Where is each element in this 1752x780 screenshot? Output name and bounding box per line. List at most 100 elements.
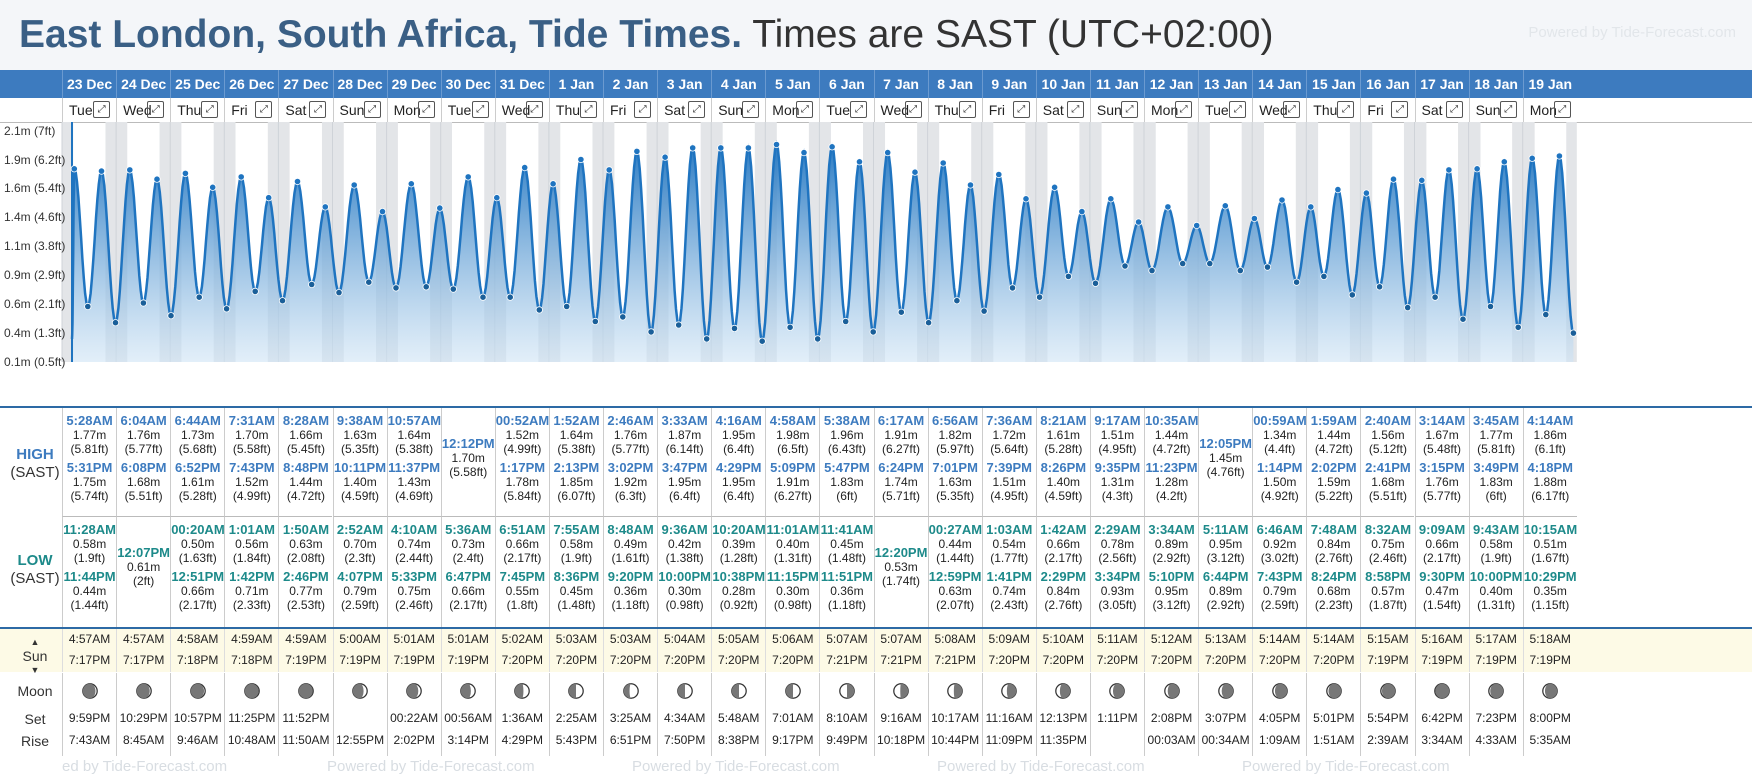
expand-day-icon[interactable]: ⤢	[634, 101, 652, 118]
tide-point	[378, 208, 387, 216]
high-tide-height-m: 1.64m	[397, 428, 431, 442]
expand-day-icon[interactable]: ⤢	[201, 101, 219, 118]
expand-day-icon[interactable]: ⤢	[147, 101, 165, 118]
high-tide-height-m: 1.87m	[667, 428, 702, 442]
low-tide-entry: 12:20PM 0.53m (1.74ft)	[875, 546, 928, 589]
high-tide-entry: 4:18PM 1.88m (6.17ft)	[1524, 461, 1577, 504]
tide-point	[1206, 260, 1214, 268]
expand-day-icon[interactable]: ⤢	[1391, 101, 1409, 118]
expand-day-icon[interactable]: ⤢	[796, 101, 814, 118]
weekday-cell: Fri ⤢	[981, 98, 1036, 122]
low-tide-height-m: 0.50m	[181, 537, 215, 551]
weekday-cell: Sat ⤢	[1035, 98, 1090, 122]
low-tide-height-ft: (1.8ft)	[506, 598, 539, 612]
low-tide-height-m: 0.47m	[1425, 584, 1459, 598]
tide-point	[828, 143, 836, 151]
low-tide-height-m: 0.53m	[884, 560, 918, 574]
low-tide-height-ft: (2.46ft)	[1368, 551, 1407, 565]
moon-cell: 12:13PM 11:35PM	[1035, 673, 1090, 756]
expand-day-icon[interactable]: ⤢	[309, 101, 327, 118]
expand-day-icon[interactable]: ⤢	[904, 101, 922, 118]
low-tide-height-m: 0.75m	[397, 584, 431, 598]
date-cell: 24 Dec	[116, 70, 170, 98]
moonset-time: 10:17AM	[931, 711, 980, 725]
expand-day-icon[interactable]: ⤢	[850, 101, 868, 118]
high-tide-height-m: 1.44m	[1317, 428, 1351, 442]
low-tide-height-ft: (1.44ft)	[936, 551, 975, 565]
high-tide-time: 6:56AM	[932, 413, 979, 428]
tide-point	[1078, 208, 1086, 216]
tide-point	[1022, 195, 1030, 203]
low-tide-height-m: 0.78m	[1100, 537, 1135, 551]
low-tide-entry: 7:45PM 0.55m (1.8ft)	[496, 570, 549, 613]
expand-day-icon[interactable]: ⤢	[579, 101, 597, 118]
expand-day-icon[interactable]: ⤢	[688, 101, 706, 118]
low-tide-entry: 1:50AM 0.63m (2.08ft)	[279, 523, 332, 566]
expand-day-icon[interactable]: ⤢	[1120, 101, 1138, 118]
low-tide-height-m: 0.45m	[559, 584, 594, 598]
sunrise-time: 5:07AM	[880, 632, 922, 646]
expand-day-icon[interactable]: ⤢	[93, 101, 111, 118]
low-tide-height-m: 0.57m	[1371, 584, 1405, 598]
expand-day-icon[interactable]: ⤢	[1553, 101, 1571, 118]
high-tide-height-m: 1.72m	[992, 428, 1026, 442]
expand-day-icon[interactable]: ⤢	[525, 101, 543, 118]
tide-point	[1486, 302, 1495, 311]
night-band	[646, 122, 658, 362]
expand-day-icon[interactable]: ⤢	[1445, 101, 1463, 118]
expand-day-icon[interactable]: ⤢	[1499, 101, 1517, 118]
powered-by-link[interactable]: Powered by Tide-Forecast.com	[327, 758, 535, 775]
moon-phase-icon	[893, 683, 909, 699]
sunrise-time: 5:06AM	[772, 632, 814, 646]
expand-day-icon[interactable]: ⤢	[1175, 101, 1193, 118]
low-tide-time: 6:44PM	[1202, 569, 1249, 584]
low-tide-cell: 5:36AM 0.73m (2.4ft) 6:47PM 0.66m (2.17ft)	[440, 516, 495, 627]
powered-by-top[interactable]: Powered by Tide-Forecast.com	[1528, 24, 1736, 41]
low-tide-cell: 2:29AM 0.78m (2.56ft) 3:34PM 0.93m (3.05ft)	[1089, 516, 1144, 627]
expand-day-icon[interactable]: ⤢	[1012, 101, 1030, 118]
low-tide-entry: 1:01AM 0.56m (1.84ft)	[225, 523, 278, 566]
expand-day-icon[interactable]: ⤢	[958, 101, 976, 118]
expand-day-icon[interactable]: ⤢	[1337, 101, 1355, 118]
expand-day-icon[interactable]: ⤢	[1283, 101, 1301, 118]
moonset-time: 5:54PM	[1367, 711, 1409, 725]
expand-day-icon[interactable]: ⤢	[1066, 101, 1084, 118]
powered-by-link[interactable]: Powered by Tide-Forecast.com	[937, 758, 1145, 775]
expand-day-icon[interactable]: ⤢	[742, 101, 760, 118]
powered-by-link[interactable]: ed by Tide-Forecast.com	[62, 758, 228, 775]
high-tide-entry: 6:04AM 1.76m (5.77ft)	[117, 414, 170, 457]
moon-phase-icon	[1380, 683, 1396, 699]
tide-point	[953, 297, 961, 305]
high-tide-height-ft: (6.07ft)	[557, 489, 596, 503]
low-tide-entry: 00:27AM 0.44m (1.44ft)	[929, 523, 982, 566]
sunset-time: 7:20PM	[1042, 653, 1085, 667]
low-tide-height-ft: (2.23ft)	[1314, 598, 1353, 612]
high-tide-height-ft: (5.71ft)	[882, 489, 921, 503]
low-tide-height-m: 0.55m	[505, 584, 540, 598]
tide-point	[703, 335, 711, 343]
weekday-cell: Mon ⤢	[1522, 98, 1577, 122]
moon-phase-icon	[135, 683, 152, 699]
high-tide-time: 7:36AM	[986, 413, 1033, 428]
high-tide-height-m: 1.88m	[1533, 475, 1567, 489]
powered-by-link[interactable]: Powered by Tide-Forecast.com	[632, 758, 840, 775]
tide-chart-svg	[61, 122, 1578, 362]
high-tide-time: 2:46AM	[607, 413, 654, 428]
high-tide-entry: 4:58AM 1.98m (6.5ft)	[766, 414, 819, 457]
low-tide-height-m: 0.66m	[181, 584, 215, 598]
expand-day-icon[interactable]: ⤢	[363, 101, 381, 118]
high-tide-cell: 4:14AM 1.86m (6.1ft) 4:18PM 1.88m (6.17ft)	[1522, 408, 1577, 516]
powered-by-link[interactable]: Powered by Tide-Forecast.com	[1242, 758, 1450, 775]
sunset-time: 7:20PM	[501, 653, 544, 667]
date-cell: 18 Jan	[1468, 70, 1523, 98]
expand-day-icon[interactable]: ⤢	[417, 101, 435, 118]
expand-day-icon[interactable]: ⤢	[471, 101, 489, 118]
expand-day-icon[interactable]: ⤢	[1229, 101, 1247, 118]
high-tide-height-m: 1.96m	[830, 428, 864, 442]
y-axis-tick-label: 0.4m (1.3ft)	[4, 326, 66, 341]
low-tide-entry: 2:29AM 0.78m (2.56ft)	[1091, 523, 1144, 566]
low-tide-entry: 2:46PM 0.77m (2.53ft)	[279, 570, 332, 613]
high-tide-height-ft: (6.5ft)	[777, 442, 809, 456]
expand-day-icon[interactable]: ⤢	[255, 101, 273, 118]
high-tide-cell: 2:46AM 1.76m (5.77ft) 3:02PM 1.92m (6.3ft)	[603, 408, 657, 516]
